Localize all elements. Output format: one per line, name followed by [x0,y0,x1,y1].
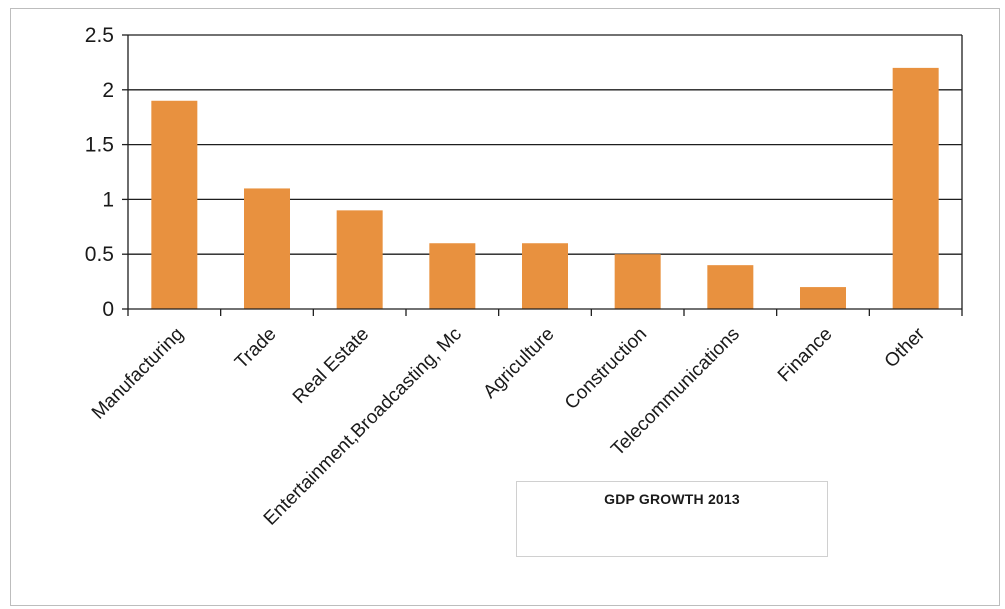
bar-finance [800,287,846,309]
chart-title: GDP GROWTH 2013 [604,491,740,507]
y-tick-label: 0 [102,298,114,321]
bar-manufacturing [151,100,198,309]
bar-real-estate [336,210,383,309]
bar-construction [614,254,661,309]
y-tick-label: 0.5 [85,243,114,266]
x-category-label: Real Estate [289,324,373,408]
x-category-label: Trade [231,324,280,373]
legend-box: GDP GROWTH 2013 [516,481,828,557]
x-category-label: Finance [774,324,837,387]
y-tick-label: 2 [102,79,114,102]
x-category-label: Other [881,323,930,372]
y-tick-label: 1.5 [85,134,114,157]
bar-agriculture [522,243,568,309]
tick-labels: 0 0.5 1 1.5 2 2.5 Manufacturing Trade Real Estat… [85,24,930,530]
y-tick-label: 2.5 [85,24,114,47]
bar-trade [244,188,290,309]
bar-other [892,67,939,309]
x-category-label: Agriculture [479,324,558,403]
bar-entertainment-broadcasting-mc [429,243,476,309]
x-category-label: Construction [561,324,651,414]
bars [151,67,939,309]
y-tick-label: 1 [102,188,114,211]
bar-telecommunications [707,265,754,309]
axes [122,34,963,316]
x-category-label: Manufacturing [88,324,188,424]
x-category-label: Entertainment,Broadcasting, Mc [260,324,466,530]
